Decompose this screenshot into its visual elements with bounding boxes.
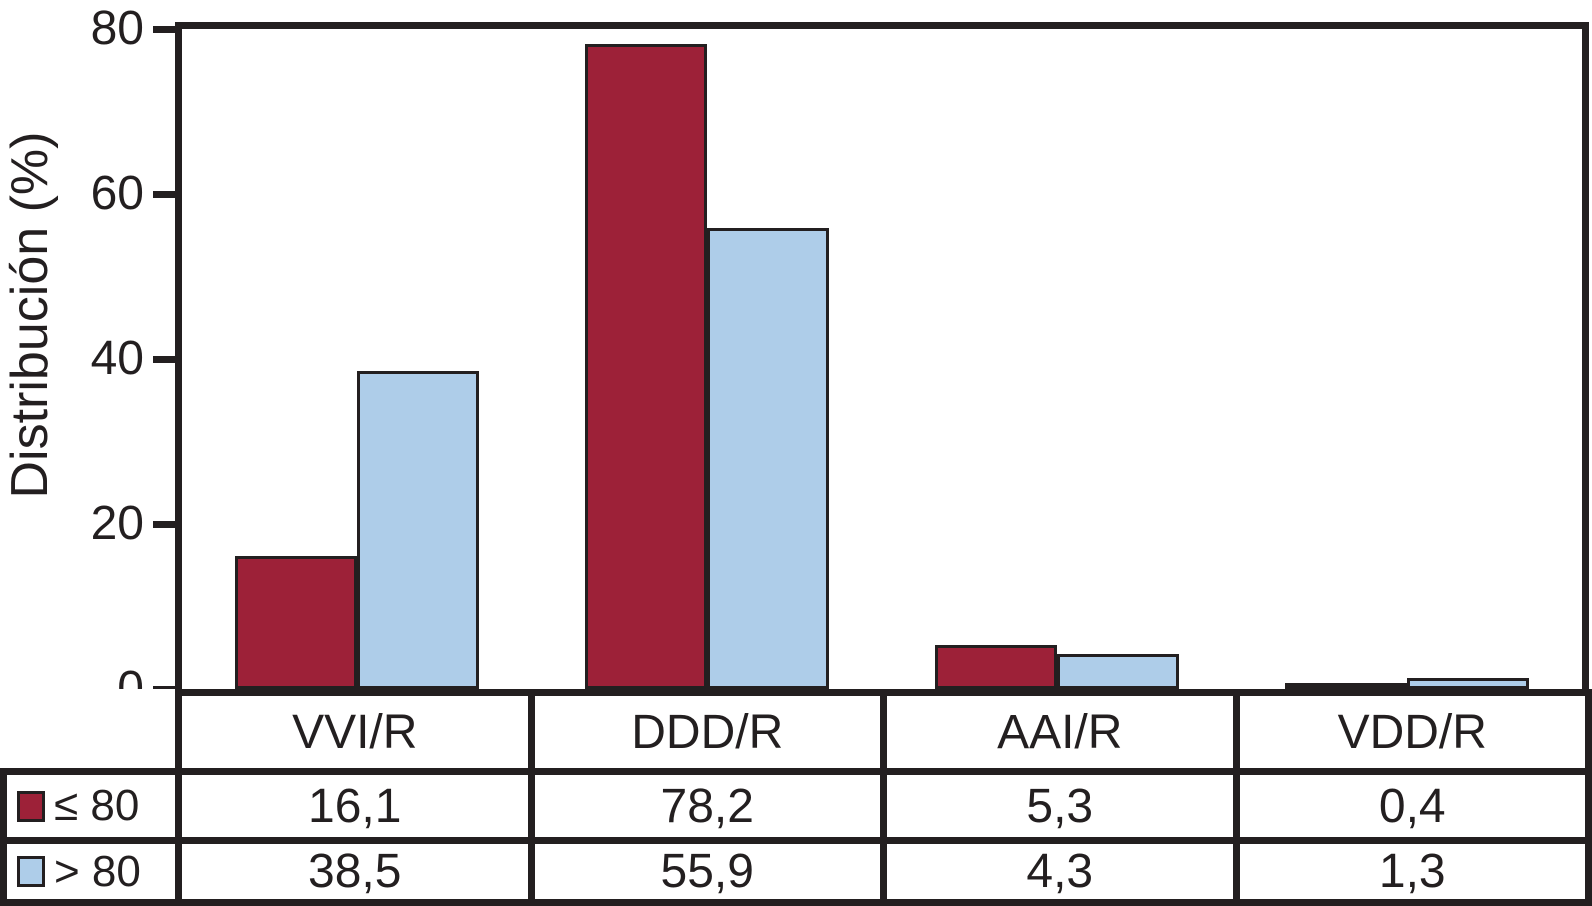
legend-cell-series2: > 80 <box>0 837 182 906</box>
legend-label-series2: > 80 <box>54 846 141 896</box>
value-cell-series2-ddd-r: 55,9 <box>534 837 887 906</box>
ytick-label-40: 40 <box>90 332 144 385</box>
legend-swatch-series1 <box>17 790 45 822</box>
bar-series1-vvi-r <box>235 556 357 689</box>
value-cell-series2-vdd-r: 1,3 <box>1239 837 1592 906</box>
category-header-aai-r: AAI/R <box>887 689 1240 768</box>
category-header-ddd-r: DDD/R <box>534 689 887 768</box>
bars-layer <box>182 29 1582 689</box>
ytick-label-60: 60 <box>90 167 144 220</box>
ytick-label-20: 20 <box>90 497 144 550</box>
ytick-mark-60 <box>153 191 175 198</box>
bar-slot-ddd-r <box>532 29 882 689</box>
bar-series2-vvi-r <box>357 371 479 689</box>
value-cell-series1-aai-r: 5,3 <box>887 768 1240 837</box>
bar-series2-ddd-r <box>707 228 829 689</box>
category-header-vvi-r: VVI/R <box>182 689 535 768</box>
legend-label-series1: ≤ 80 <box>54 781 140 830</box>
value-cell-series1-vvi-r: 16,1 <box>182 768 535 837</box>
value-cell-series2-vvi-r: 38,5 <box>182 837 535 906</box>
ytick-mark-20 <box>153 521 175 528</box>
legend-swatch-series2 <box>17 856 45 887</box>
legend-cell-series1: ≤ 80 <box>0 768 182 837</box>
table-corner-cell <box>0 689 182 768</box>
value-cell-series1-vdd-r: 0,4 <box>1239 768 1592 837</box>
category-header-vdd-r: VDD/R <box>1239 689 1592 768</box>
bar-slot-vvi-r <box>182 29 532 689</box>
ytick-mark-80 <box>153 26 175 33</box>
data-table: VVI/R DDD/R AAI/R VDD/R ≤ 80 16,1 78,2 5,3 0,4 > … <box>0 689 1592 906</box>
ytick-mark-40 <box>153 356 175 363</box>
value-cell-series2-aai-r: 4,3 <box>887 837 1240 906</box>
bar-series1-vdd-r <box>1285 683 1407 689</box>
bar-series1-aai-r <box>935 645 1057 689</box>
bar-slot-aai-r <box>882 29 1232 689</box>
bar-series2-vdd-r <box>1407 678 1529 689</box>
bar-series1-ddd-r <box>585 44 707 689</box>
plot-area <box>175 22 1589 689</box>
value-cell-series1-ddd-r: 78,2 <box>534 768 887 837</box>
bar-slot-vdd-r <box>1232 29 1582 689</box>
bar-series2-aai-r <box>1057 654 1179 689</box>
ytick-label-80: 80 <box>90 2 144 55</box>
